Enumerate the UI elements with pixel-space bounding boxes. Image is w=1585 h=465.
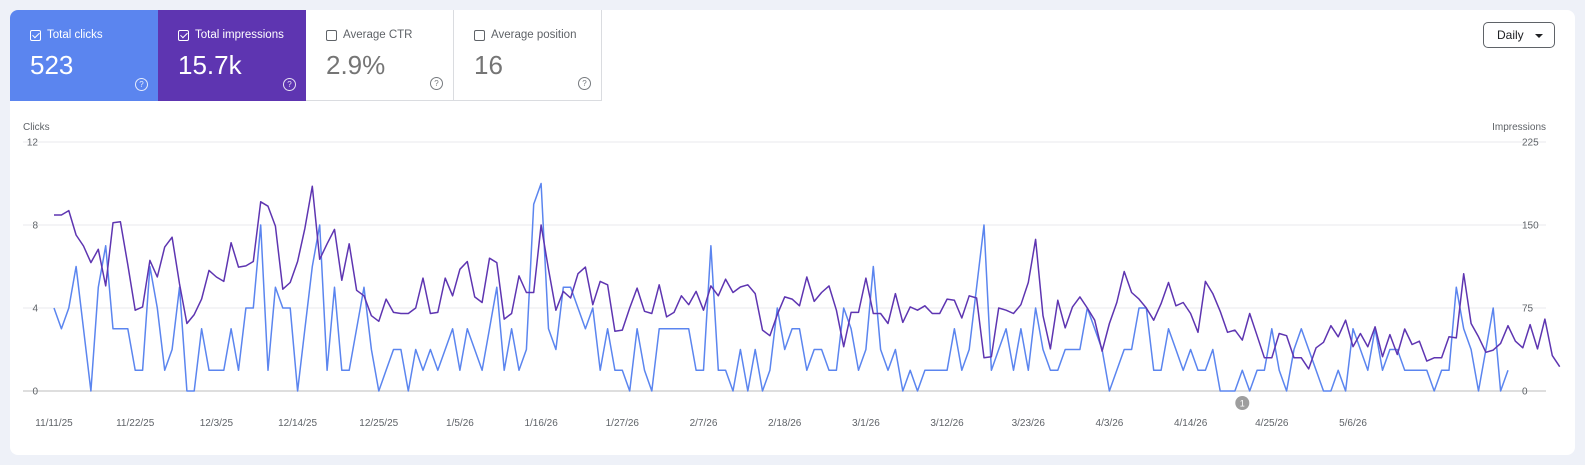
checkbox-icon[interactable]	[30, 29, 41, 41]
y-tick-right: 150	[1522, 221, 1539, 232]
annotation-circle[interactable]	[1235, 396, 1250, 410]
metric-label: Total clicks	[47, 29, 103, 41]
performance-chart: Clicks Impressions 0 0 4 75 8 150 12 225 11/11/…	[23, 122, 1561, 429]
metric-tile-position[interactable]: Average position 16 ?	[454, 10, 602, 101]
metric-header: Average CTR	[326, 29, 412, 41]
help-icon[interactable]: ?	[578, 77, 591, 90]
x-tick-label: 2/7/26	[690, 418, 718, 429]
help-icon[interactable]: ?	[283, 78, 296, 91]
annotation-marker[interactable]: 1	[1235, 396, 1250, 410]
x-tick-label: 1/5/26	[446, 418, 474, 429]
x-tick-label: 3/12/26	[930, 418, 964, 429]
metric-label: Total impressions	[195, 29, 284, 41]
x-tick-label: 2/18/26	[768, 418, 802, 429]
y-tick-right: 0	[1522, 387, 1528, 398]
x-tick-label: 11/11/25	[35, 418, 73, 429]
metric-value: 523	[30, 50, 74, 80]
help-icon[interactable]: ?	[135, 78, 148, 91]
metric-value: 15.7k	[178, 50, 242, 80]
metric-header: Average position	[474, 29, 576, 41]
x-tick-label: 12/3/25	[200, 418, 234, 429]
x-tick-label: 4/3/26	[1096, 418, 1124, 429]
metric-tile-clicks[interactable]: Total clicks 523 ?	[10, 10, 158, 101]
y-tick-left: 12	[27, 138, 39, 149]
x-tick-label: 12/25/25	[359, 418, 398, 429]
metric-label: Average CTR	[343, 29, 413, 41]
metric-label: Average position	[491, 29, 577, 41]
period-select[interactable]: Daily	[1483, 22, 1555, 48]
x-tick-label: 11/22/25	[116, 418, 155, 429]
y-tick-right: 225	[1522, 138, 1539, 149]
checkbox-icon[interactable]	[474, 29, 485, 41]
metric-header: Total impressions	[178, 29, 284, 41]
x-tick-label: 5/6/26	[1339, 418, 1367, 429]
dropdown-arrow-icon	[1535, 34, 1543, 38]
metric-tiles: Total clicks 523 ? Total impressions 15.…	[10, 10, 602, 101]
metric-value: 16	[474, 50, 503, 80]
metric-tile-ctr[interactable]: Average CTR 2.9% ?	[306, 10, 454, 101]
metric-tile-impressions[interactable]: Total impressions 15.7k ?	[158, 10, 306, 101]
help-icon[interactable]: ?	[430, 77, 443, 90]
y-tick-left: 4	[32, 304, 38, 315]
x-tick-label: 12/14/25	[278, 418, 317, 429]
x-tick-label: 4/25/26	[1255, 418, 1289, 429]
period-select-label: Daily	[1497, 28, 1524, 42]
x-tick-label: 4/14/26	[1174, 418, 1208, 429]
series-line-impressions	[54, 185, 1561, 370]
x-tick-label: 3/1/26	[852, 418, 880, 429]
y-tick-right: 75	[1522, 304, 1534, 315]
right-axis-title: Impressions	[1492, 122, 1546, 133]
left-axis-title: Clicks	[23, 122, 50, 133]
y-tick-left: 0	[32, 387, 38, 398]
x-tick-label: 3/23/26	[1012, 418, 1046, 429]
checkbox-icon[interactable]	[178, 29, 189, 41]
metric-value: 2.9%	[326, 50, 386, 80]
x-tick-label: 1/16/26	[524, 418, 558, 429]
y-tick-left: 8	[32, 221, 38, 232]
metric-header: Total clicks	[30, 29, 103, 41]
annotation-label: 1	[1240, 399, 1245, 409]
series-line-clicks	[53, 182, 1509, 392]
x-tick-label: 1/27/26	[606, 418, 640, 429]
performance-card: Clicks Impressions 0 0 4 75 8 150 12 225 11/11/…	[10, 10, 1575, 455]
checkbox-icon[interactable]	[326, 29, 337, 41]
